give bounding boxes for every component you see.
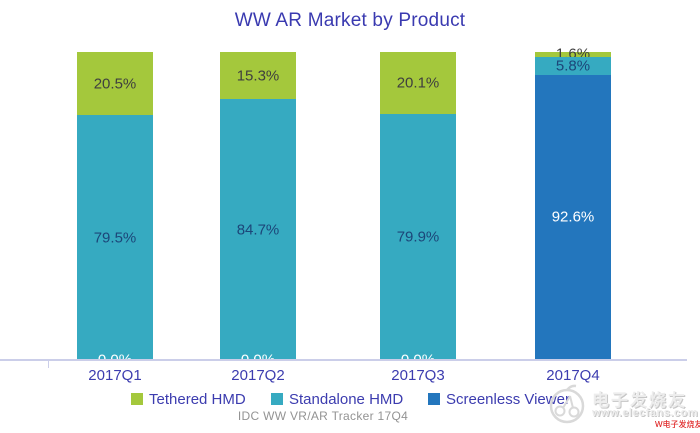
- bar-2017Q4: 1.6% 5.8% 92.6%: [535, 47, 611, 360]
- segment-value-label: 92.6%: [551, 208, 595, 226]
- segment-tethered-hmd-2017Q1: 20.5%: [77, 52, 153, 116]
- segment-tethered-hmd-2017Q2: 15.3%: [220, 52, 296, 100]
- segment-tethered-hmd-2017Q3: 20.1%: [380, 52, 456, 114]
- x-axis-label-2017Q4: 2017Q4: [546, 367, 600, 384]
- segment-value-label: 79.5%: [93, 229, 137, 247]
- segment-standalone-hmd-2017Q2: 84.7%: [220, 99, 296, 360]
- x-axis-label-2017Q2: 2017Q2: [231, 367, 285, 384]
- segment-value-label: 5.8%: [555, 57, 591, 75]
- x-axis-label-2017Q3: 2017Q3: [391, 367, 445, 384]
- bar-2017Q1: 20.5% 79.5% 0.0%: [77, 52, 153, 367]
- segment-value-label: 20.5%: [93, 75, 137, 93]
- watermark: 电子发烧友 www.elecfans.com W电子发烧友: [540, 383, 700, 433]
- legend-label: Tethered HMD: [149, 390, 246, 408]
- legend-label: Standalone HMD: [289, 390, 404, 408]
- segment-value-label: 84.7%: [236, 221, 280, 239]
- segment-value-label: 20.1%: [396, 74, 440, 92]
- legend-item-screenless-viewer: Screenless Viewer: [428, 390, 570, 408]
- legend-label: Screenless Viewer: [446, 390, 570, 408]
- legend-swatch-icon: [131, 393, 143, 405]
- watermark-brand-text: 电子发烧友: [592, 391, 687, 410]
- x-axis-tick: [48, 360, 49, 368]
- source-caption: IDC WW VR/AR Tracker 17Q4: [237, 409, 409, 423]
- chart-title: WW AR Market by Product: [234, 10, 466, 31]
- segment-value-label: 79.9%: [396, 228, 440, 246]
- legend: Tethered HMD Standalone HMD Screenless Vie…: [0, 390, 700, 408]
- segment-standalone-hmd-2017Q1: 79.5%: [77, 115, 153, 360]
- legend-swatch-icon: [271, 393, 283, 405]
- watermark-red-badge: W电子发烧友: [655, 420, 700, 429]
- x-axis-line: [0, 359, 687, 361]
- legend-item-tethered-hmd: Tethered HMD: [131, 390, 246, 408]
- bar-2017Q3: 20.1% 79.9% 0.0%: [380, 52, 456, 367]
- legend-item-standalone-hmd: Standalone HMD: [271, 390, 403, 408]
- segment-value-label: 15.3%: [236, 67, 280, 85]
- segment-standalone-hmd-2017Q3: 79.9%: [380, 113, 456, 360]
- segment-standalone-hmd-2017Q4: 5.8%: [535, 56, 611, 75]
- segment-screenless-viewer-2017Q4: 92.6%: [535, 74, 611, 360]
- legend-swatch-icon: [428, 393, 440, 405]
- elecfans-logo-icon: [548, 383, 586, 430]
- watermark-url-text: www.elecfans.com: [592, 407, 699, 419]
- bar-2017Q2: 15.3% 84.7% 0.0%: [220, 52, 296, 367]
- x-axis-label-2017Q1: 2017Q1: [88, 367, 142, 384]
